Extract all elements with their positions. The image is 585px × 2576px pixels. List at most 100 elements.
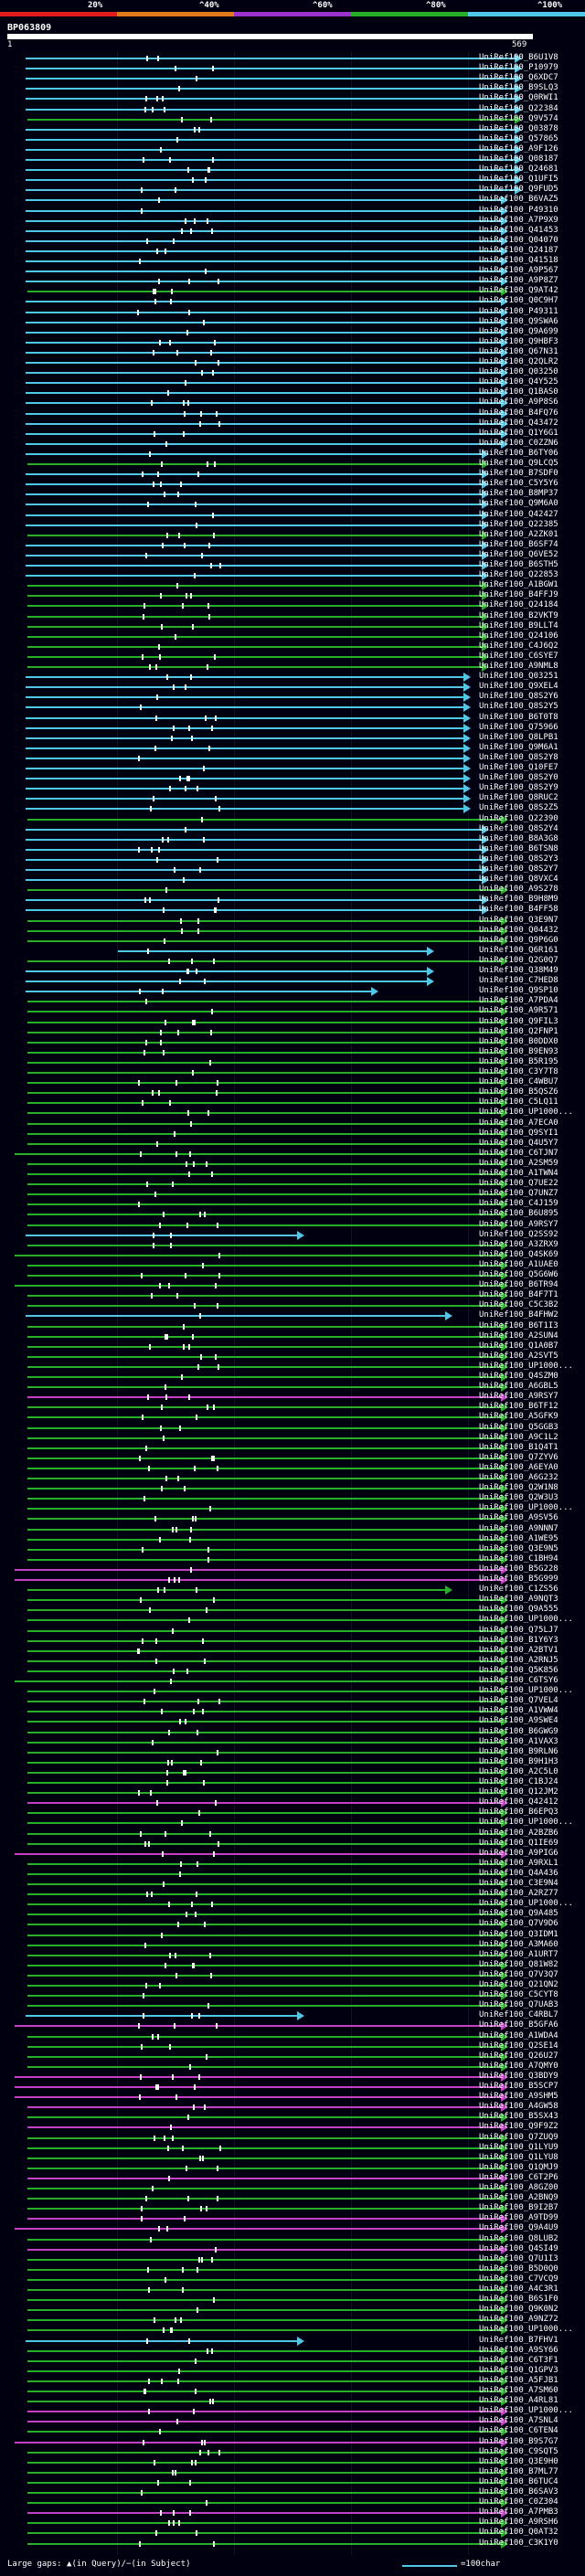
hit-row[interactable]: UniRef100_C1BH94 [0, 1554, 585, 1564]
hit-row[interactable]: UniRef100_Q1UFI5 [0, 175, 585, 186]
hit-label[interactable]: UniRef100_B6TF12 [479, 1402, 558, 1412]
hit-label[interactable]: UniRef100_Q42427 [479, 509, 558, 519]
hit-row[interactable]: UniRef100_Q2SS92 [0, 1230, 585, 1240]
hit-label[interactable]: UniRef100_A6G232 [479, 1473, 558, 1482]
hit-row[interactable]: UniRef100_A1WDA4 [0, 2031, 585, 2041]
hit-label[interactable]: UniRef100_A5FJB1 [479, 2375, 558, 2385]
hit-label[interactable]: UniRef100_Q9FUD5 [479, 185, 558, 195]
hit-row[interactable]: UniRef100_Q7UAB3 [0, 2000, 585, 2011]
hit-row[interactable]: UniRef100_B9I2B7 [0, 2203, 585, 2214]
hit-row[interactable]: UniRef100_B7SDF0 [0, 469, 585, 480]
hit-row[interactable]: UniRef100_Q1IE69 [0, 1839, 585, 1849]
hit-row[interactable]: UniRef100_B5G228 [0, 1564, 585, 1574]
hit-row[interactable]: UniRef100_A2SVT5 [0, 1352, 585, 1362]
hit-row[interactable]: UniRef100_UP1000... [0, 1108, 585, 1118]
hit-label[interactable]: UniRef100_Q9A699 [479, 326, 558, 336]
hit-row[interactable]: UniRef100_B6U895 [0, 1209, 585, 1220]
hit-label[interactable]: UniRef100_B0DDX0 [479, 1036, 558, 1046]
hit-label[interactable]: UniRef100_C0Z304 [479, 2497, 558, 2507]
hit-label[interactable]: UniRef100_A5GFK9 [479, 1412, 558, 1422]
hit-label[interactable]: UniRef100_A1BGW1 [479, 580, 558, 590]
hit-row[interactable]: UniRef100_C6TEN4 [0, 2426, 585, 2437]
hit-row[interactable]: UniRef100_Q3E9N7 [0, 916, 585, 926]
hit-label[interactable]: UniRef100_Q6R161 [479, 945, 558, 955]
hit-label[interactable]: UniRef100_C1ZS56 [479, 1585, 558, 1595]
hit-label[interactable]: UniRef100_B6GWG9 [479, 1726, 558, 1736]
hit-row[interactable]: UniRef100_A2RZ77 [0, 1889, 585, 1900]
hit-label[interactable]: UniRef100_A6EYA0 [479, 1462, 558, 1472]
hit-label[interactable]: UniRef100_Q7UAB3 [479, 2000, 558, 2010]
hit-row[interactable]: UniRef100_B6TY06 [0, 449, 585, 459]
hit-row[interactable]: UniRef100_C6TSY6 [0, 1676, 585, 1686]
hit-row[interactable]: UniRef100_Q6R161 [0, 946, 585, 956]
hit-row[interactable]: UniRef100_Q5K856 [0, 1666, 585, 1676]
hit-row[interactable]: UniRef100_A5FJB1 [0, 2376, 585, 2386]
hit-row[interactable]: UniRef100_Q57865 [0, 134, 585, 144]
hit-label[interactable]: UniRef100_Q8S2Y4 [479, 823, 558, 833]
hit-row[interactable]: UniRef100_C3E9N4 [0, 1879, 585, 1889]
hit-row[interactable]: UniRef100_Q10FE7 [0, 763, 585, 773]
hit-label[interactable]: UniRef100_A9SV56 [479, 1513, 558, 1523]
hit-label[interactable]: UniRef100_Q04432 [479, 925, 558, 935]
hit-row[interactable]: UniRef100_C4WBU7 [0, 1077, 585, 1088]
hit-row[interactable]: UniRef100_C1ZS56 [0, 1585, 585, 1595]
hit-label[interactable]: UniRef100_B8MP37 [479, 489, 558, 499]
hit-label[interactable]: UniRef100_B5GFA6 [479, 2020, 558, 2030]
hit-row[interactable]: UniRef100_Q08187 [0, 154, 585, 164]
hit-label[interactable]: UniRef100_UP1000... [479, 2325, 573, 2335]
hit-row[interactable]: UniRef100_P49310 [0, 206, 585, 216]
hit-label[interactable]: UniRef100_UP1000... [479, 1108, 573, 1118]
hit-label[interactable]: UniRef100_B5G228 [479, 1564, 558, 1574]
hit-row[interactable]: UniRef100_Q9M6A1 [0, 743, 585, 753]
hit-row[interactable]: UniRef100_Q9SP10 [0, 986, 585, 997]
hit-label[interactable]: UniRef100_Q2FNP1 [479, 1026, 558, 1036]
hit-label[interactable]: UniRef100_Q2SE14 [479, 2041, 558, 2051]
hit-row[interactable]: UniRef100_Q22384 [0, 104, 585, 114]
hit-row[interactable]: UniRef100_Q24106 [0, 631, 585, 641]
hit-row[interactable]: UniRef100_Q9A485 [0, 1909, 585, 1920]
hit-label[interactable]: UniRef100_Q3E9H0 [479, 2456, 558, 2466]
hit-row[interactable]: UniRef100_A2BNQ9 [0, 2193, 585, 2204]
hit-row[interactable]: UniRef100_Q42412 [0, 1797, 585, 1808]
hit-row[interactable]: UniRef100_Q9FIL3 [0, 1017, 585, 1027]
hit-label[interactable]: UniRef100_B9S7G7 [479, 2436, 558, 2446]
hit-row[interactable]: UniRef100_Q75966 [0, 723, 585, 733]
hit-row[interactable]: UniRef100_C6T2P6 [0, 2173, 585, 2183]
hit-row[interactable]: UniRef100_C3K1Y0 [0, 2539, 585, 2549]
hit-row[interactable]: UniRef100_Q1LYU8 [0, 2153, 585, 2163]
hit-row[interactable]: UniRef100_Q4Y525 [0, 377, 585, 388]
hit-label[interactable]: UniRef100_B9EN93 [479, 1046, 558, 1056]
hit-label[interactable]: UniRef100_Q43472 [479, 418, 558, 428]
hit-row[interactable]: UniRef100_Q81W82 [0, 1960, 585, 1970]
hit-label[interactable]: UniRef100_B7ML77 [479, 2466, 558, 2476]
hit-row[interactable]: UniRef100_Q41518 [0, 256, 585, 266]
hit-row[interactable]: UniRef100_Q21QN2 [0, 1980, 585, 1990]
hit-row[interactable]: UniRef100_C4RBL7 [0, 2010, 585, 2021]
hit-label[interactable]: UniRef100_C6T2P6 [479, 2172, 558, 2182]
hit-row[interactable]: UniRef100_A9SY66 [0, 2346, 585, 2356]
hit-label[interactable]: UniRef100_A9R571 [479, 1006, 558, 1016]
hit-label[interactable]: UniRef100_B6S1F0 [479, 2295, 558, 2305]
hit-row[interactable]: UniRef100_A7QMY0 [0, 2062, 585, 2072]
hit-label[interactable]: UniRef100_Q6XDC7 [479, 73, 558, 83]
hit-label[interactable]: UniRef100_Q10FE7 [479, 763, 558, 772]
hit-row[interactable]: UniRef100_Q1GPV3 [0, 2366, 585, 2376]
hit-label[interactable]: UniRef100_Q26U27 [479, 2051, 558, 2061]
hit-row[interactable]: UniRef100_Q3E9N5 [0, 1544, 585, 1554]
hit-row[interactable]: UniRef100_Q4U5Y7 [0, 1139, 585, 1149]
hit-label[interactable]: UniRef100_C4WBU7 [479, 1077, 558, 1087]
hit-label[interactable]: UniRef100_Q9AT42 [479, 286, 558, 296]
hit-row[interactable]: UniRef100_B5D0Q0 [0, 2264, 585, 2274]
hit-label[interactable]: UniRef100_Q1GPV3 [479, 2365, 558, 2375]
hit-label[interactable]: UniRef100_A4GW58 [479, 2102, 558, 2112]
hit-row[interactable]: UniRef100_B6EPQ3 [0, 1807, 585, 1818]
hit-row[interactable]: UniRef100_A9RSY7 [0, 1392, 585, 1403]
hit-row[interactable]: UniRef100_Q4SZM0 [0, 1372, 585, 1382]
hit-label[interactable]: UniRef100_A9TD99 [479, 2213, 558, 2223]
hit-row[interactable]: UniRef100_Q2W1N8 [0, 1483, 585, 1494]
hit-label[interactable]: UniRef100_Q9LCQ5 [479, 459, 558, 468]
hit-label[interactable]: UniRef100_UP1000... [479, 1686, 573, 1696]
hit-row[interactable]: UniRef100_C5CYT8 [0, 1990, 585, 2001]
hit-label[interactable]: UniRef100_Q9SP10 [479, 986, 558, 996]
hit-label[interactable]: UniRef100_A9P567 [479, 266, 558, 276]
